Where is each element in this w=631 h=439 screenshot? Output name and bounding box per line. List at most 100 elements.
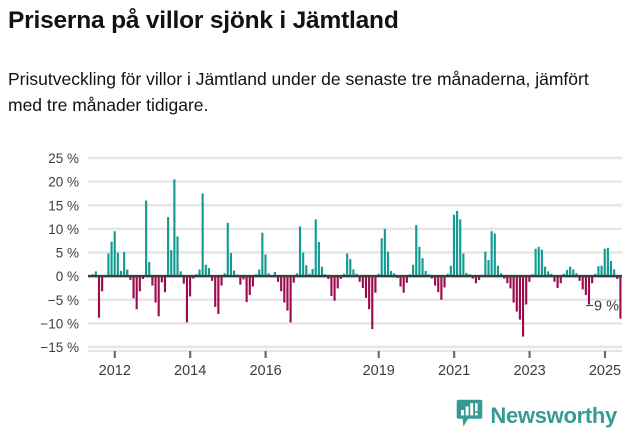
y-axis-tick-label: 0 % <box>56 269 79 284</box>
bar <box>349 259 352 277</box>
bar <box>261 232 264 277</box>
bar <box>364 276 368 298</box>
bar <box>515 276 518 312</box>
bar <box>198 269 201 277</box>
bar <box>157 276 160 317</box>
bar <box>289 276 292 323</box>
bar <box>211 276 214 281</box>
bar <box>399 276 402 287</box>
y-axis-tick-label: 20 % <box>48 175 79 190</box>
bar <box>248 276 251 296</box>
bar <box>380 238 383 277</box>
bar <box>251 276 254 287</box>
bar <box>484 251 487 277</box>
bar <box>154 276 157 303</box>
bar <box>97 276 101 318</box>
bar <box>145 200 148 277</box>
bar <box>537 246 540 277</box>
bars <box>91 179 622 337</box>
bar <box>292 276 295 283</box>
bar <box>119 270 123 277</box>
bar <box>189 276 192 297</box>
bar <box>173 179 176 277</box>
bar <box>295 273 298 277</box>
bar <box>138 276 141 292</box>
bar <box>556 276 559 288</box>
bar <box>581 276 584 290</box>
bar <box>258 269 261 277</box>
bar <box>233 270 236 277</box>
x-axis-tick-label: 2025 <box>589 363 621 379</box>
bar <box>606 247 609 277</box>
bar <box>320 266 324 277</box>
bar <box>462 253 465 277</box>
bar <box>371 276 374 330</box>
bar <box>267 273 270 277</box>
bar <box>474 276 478 284</box>
bar <box>333 276 336 301</box>
bar <box>578 276 581 281</box>
bar <box>116 252 119 277</box>
chart-title: Priserna på villor sjönk i Jämtland <box>8 7 399 34</box>
bar <box>478 276 481 280</box>
bar <box>575 273 578 277</box>
bar <box>383 228 386 277</box>
bar <box>361 276 364 288</box>
bar <box>521 276 525 337</box>
bar <box>314 219 317 277</box>
bar <box>245 276 248 303</box>
bar <box>148 261 151 277</box>
bar <box>273 271 276 277</box>
bar <box>587 276 591 305</box>
bar <box>600 265 603 277</box>
bar <box>528 276 531 282</box>
bar <box>512 276 515 303</box>
bar <box>286 276 289 311</box>
bar <box>330 276 333 296</box>
bar <box>123 252 126 277</box>
y-axis-tick-label: 25 % <box>48 151 79 166</box>
x-axis-tick-label: 2014 <box>174 363 206 379</box>
y-axis-tick-label: −15 % <box>40 340 79 355</box>
bar <box>280 276 283 292</box>
bar <box>584 276 587 296</box>
bar <box>160 276 163 283</box>
bar <box>509 276 512 289</box>
bar <box>415 225 418 277</box>
bar <box>609 261 613 277</box>
x-axis-tick-label: 2023 <box>513 363 545 379</box>
bar <box>135 276 138 310</box>
bar <box>402 276 405 293</box>
bar <box>302 252 305 277</box>
bar <box>276 276 280 282</box>
bar <box>572 269 575 277</box>
bar <box>182 276 185 284</box>
bar <box>569 266 572 277</box>
bar <box>603 248 606 277</box>
y-axis-labels: 25 % 20 % 15 % 10 % 5 % 0 % −5 % −10 % −15 % <box>40 151 79 355</box>
bar <box>217 276 220 314</box>
bar <box>179 271 182 277</box>
bar <box>311 269 314 277</box>
bar <box>418 246 421 277</box>
bar <box>207 268 211 277</box>
bar <box>534 248 537 277</box>
bar <box>500 273 503 277</box>
chart-plot-area: 25 % 20 % 15 % 10 % 5 % 0 % −5 % −10 % −15 % 201… <box>0 140 631 390</box>
bar <box>110 241 113 277</box>
y-axis-tick-label: −5 % <box>48 293 79 308</box>
bar <box>437 276 440 293</box>
bar <box>346 253 349 277</box>
bar <box>421 258 424 277</box>
bar <box>440 276 443 300</box>
bar <box>465 272 468 277</box>
bar <box>443 276 446 288</box>
bar <box>220 276 223 286</box>
newsworthy-logo[interactable]: Newsworthy <box>456 399 617 433</box>
bar-chart-svg: 25 % 20 % 15 % 10 % 5 % 0 % −5 % −10 % −15 % 201… <box>40 151 622 379</box>
bar <box>540 249 543 277</box>
bar <box>619 276 622 319</box>
bar <box>459 219 462 277</box>
bar <box>339 276 342 279</box>
